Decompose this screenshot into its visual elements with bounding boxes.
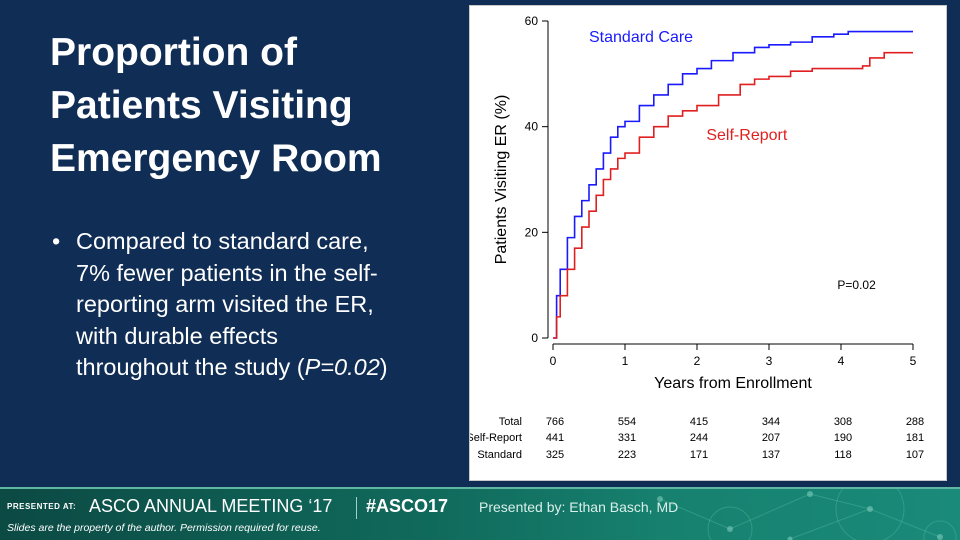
bullet-marker: • [52, 228, 61, 254]
bullet-line-last: throughout the study (P=0.02) [52, 352, 432, 384]
x-axis-label: Years from Enrollment [654, 375, 812, 392]
presenter-credit: Presented by: Ethan Basch, MD [479, 499, 679, 515]
at-risk-value: 325 [546, 449, 564, 461]
p-value-italic: P=0.02 [304, 354, 380, 380]
at-risk-value: 244 [690, 432, 708, 444]
at-risk-value: 107 [906, 449, 924, 461]
slide-title: Proportion of Patients Visiting Emergenc… [50, 26, 450, 185]
footer-bar: PRESENTED AT: ASCO ANNUAL MEETING ‘17 #A… [0, 487, 960, 540]
y-axis-label: Patients Visiting ER (%) [493, 95, 510, 265]
x-tick-label: 0 [550, 354, 557, 368]
bullet-line: reporting arm visited the ER, [76, 291, 374, 317]
chart-panel: 0 20 40 60 0 1 2 3 4 5 Years from Enrollment Patien… [469, 5, 947, 481]
network-decoration-graphic [657, 489, 957, 540]
series-label: Self-Report [706, 127, 787, 144]
at-risk-value: 415 [690, 416, 708, 428]
at-risk-value: 344 [762, 416, 780, 428]
series-label: Standard Care [589, 29, 693, 46]
series-line [553, 30, 913, 339]
x-tick-label: 5 [910, 354, 917, 368]
at-risk-value: 766 [546, 416, 564, 428]
presented-at-label: PRESENTED AT: [7, 502, 77, 511]
bullet-text: ) [379, 354, 388, 380]
y-tick-label: 40 [525, 120, 539, 134]
meeting-hashtag: #ASCO17 [366, 496, 449, 516]
title-line: Patients Visiting [50, 84, 353, 127]
at-risk-value: 223 [618, 449, 636, 461]
title-line: Emergency Room [50, 137, 382, 180]
at-risk-value: 207 [762, 432, 780, 444]
at-risk-row-label: Standard [477, 449, 522, 461]
meeting-name: ASCO ANNUAL MEETING ‘17 [89, 496, 333, 516]
bullet-line: Compared to standard care, [76, 228, 369, 254]
y-tick-label: 60 [525, 14, 539, 28]
y-tick-label: 0 [531, 331, 538, 345]
at-risk-value: 441 [546, 432, 564, 444]
bullet-line: with durable effects [76, 322, 279, 349]
at-risk-value: 171 [690, 449, 708, 461]
footer-divider [356, 497, 357, 519]
at-risk-value: 190 [834, 432, 852, 444]
y-tick-label: 20 [525, 225, 539, 239]
x-tick-label: 3 [766, 354, 773, 368]
x-tick-label: 4 [838, 354, 845, 368]
p-value-annotation: P=0.02 [837, 278, 876, 292]
x-tick-label: 2 [694, 354, 701, 368]
at-risk-value: 137 [762, 449, 780, 461]
at-risk-value: 331 [618, 432, 636, 444]
at-risk-value: 554 [618, 416, 636, 428]
at-risk-value: 288 [906, 416, 924, 428]
er-visit-chart: 0 20 40 60 0 1 2 3 4 5 Years from Enrollment Patien… [470, 14, 924, 461]
at-risk-row-label: Self-Report [470, 432, 522, 444]
at-risk-value: 118 [834, 449, 852, 461]
footer-disclaimer: Slides are the property of the author. P… [7, 522, 321, 534]
x-tick-label: 1 [622, 354, 629, 368]
at-risk-value: 308 [834, 416, 852, 428]
series-line [553, 51, 913, 339]
bullet-line: 7% fewer patients in the self- [76, 259, 378, 286]
bullet-point: • Compared to standard care, 7% fewer pa… [52, 226, 432, 384]
title-line: Proportion of [50, 31, 297, 74]
bullet-text: throughout the study ( [76, 354, 305, 380]
at-risk-value: 181 [906, 432, 924, 444]
at-risk-row-label: Total [499, 416, 522, 428]
